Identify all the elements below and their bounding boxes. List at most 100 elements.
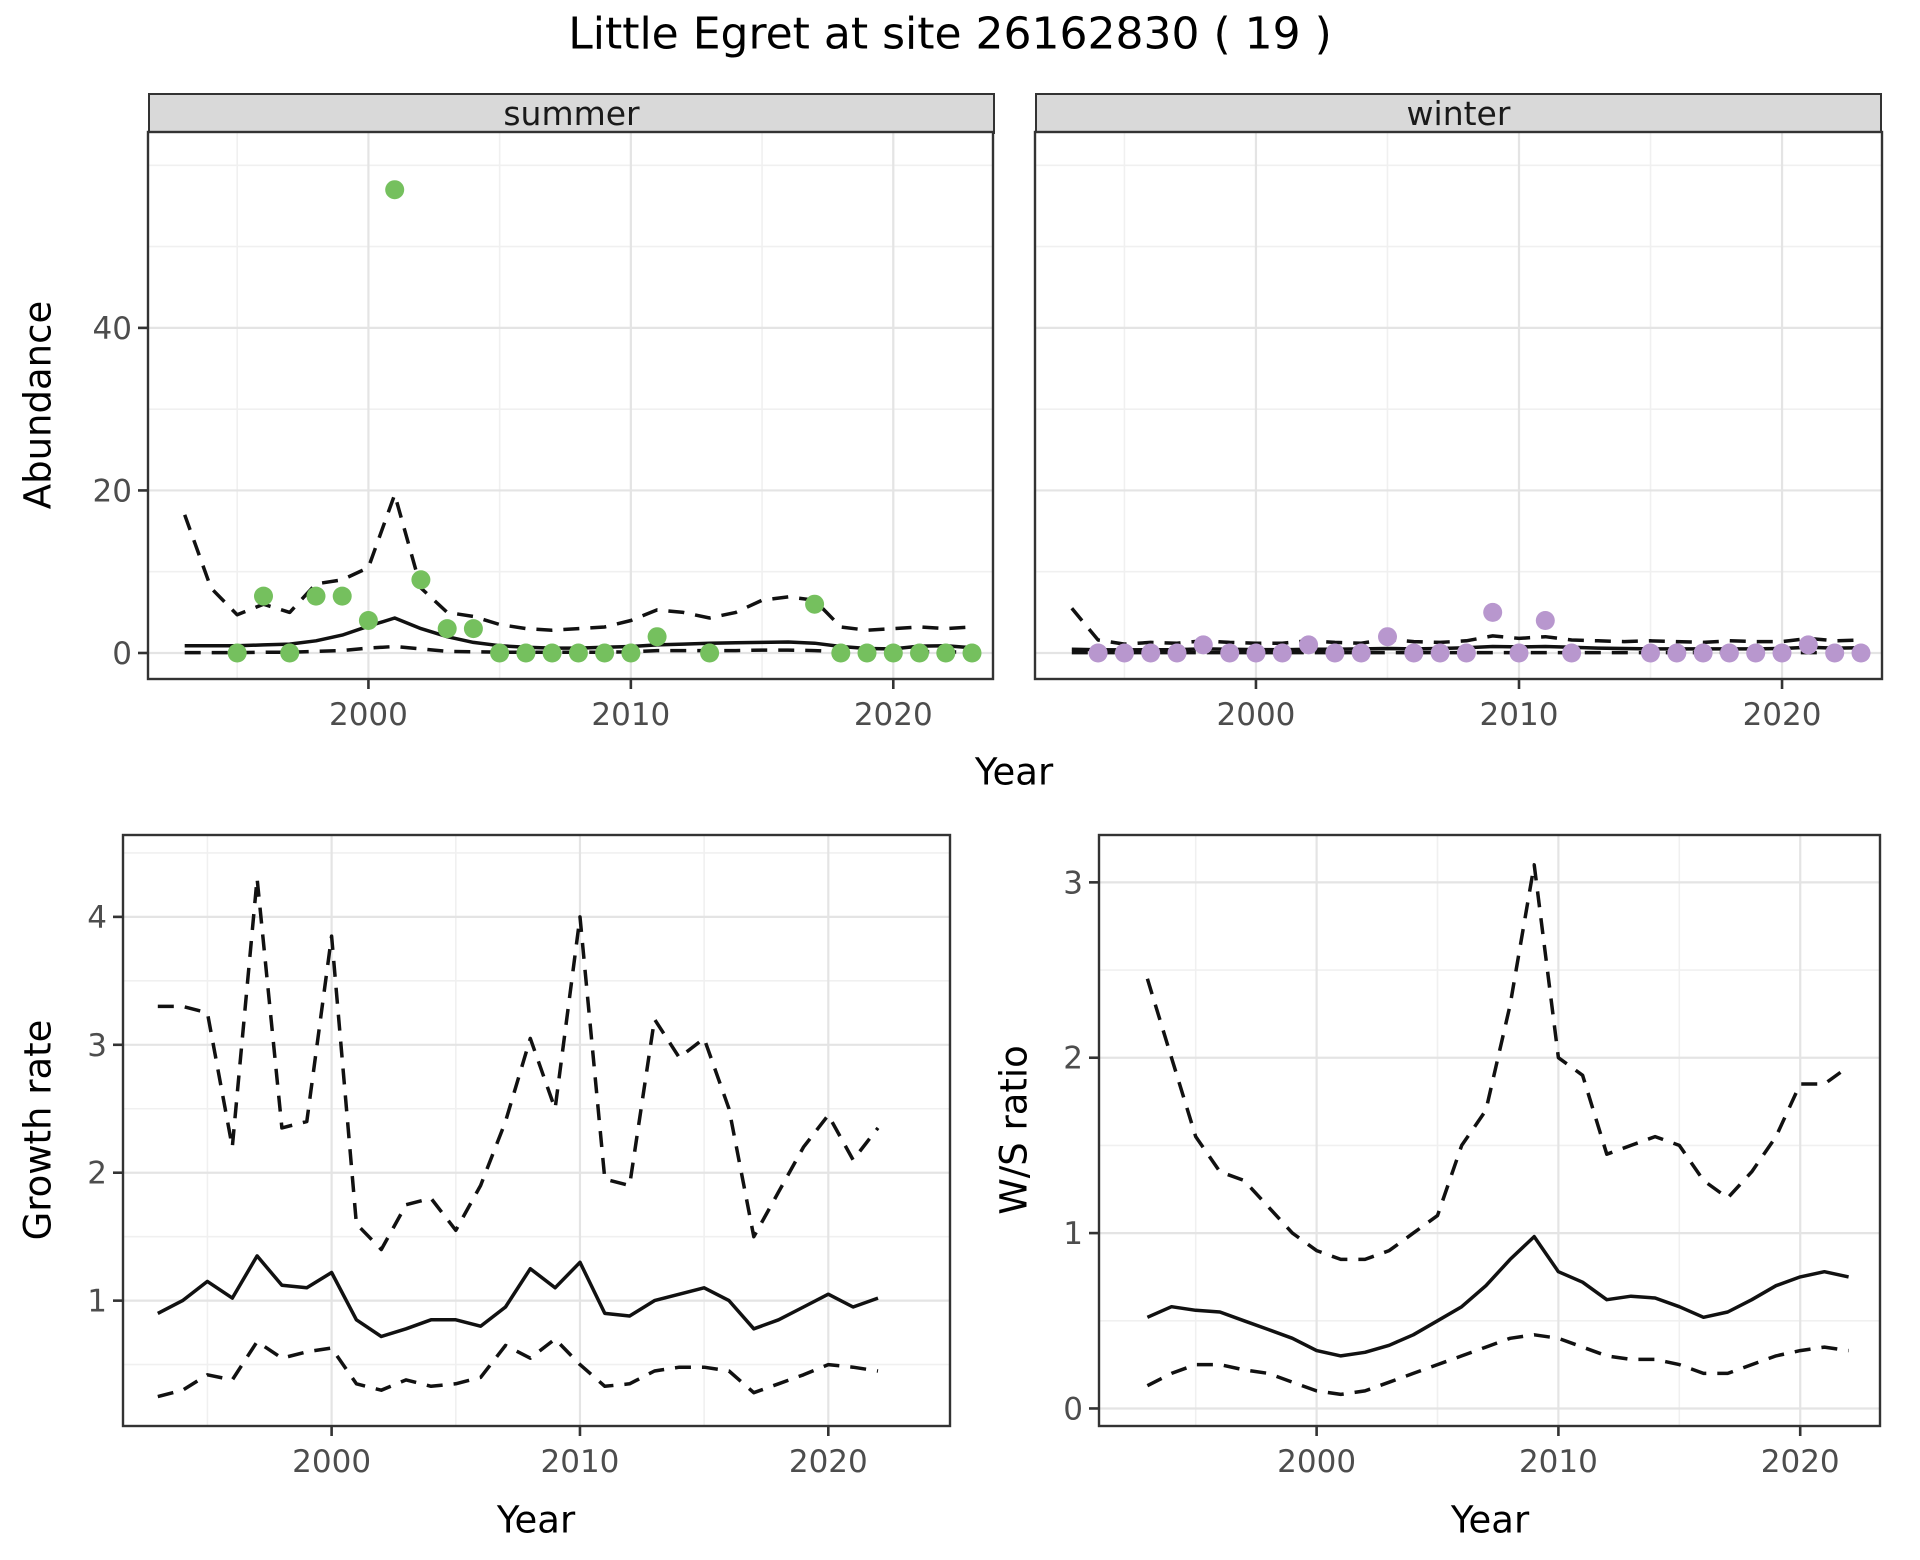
data-point	[1719, 643, 1739, 663]
data-point	[805, 594, 825, 614]
data-point	[568, 643, 588, 663]
data-point	[1667, 643, 1687, 663]
data-point	[1483, 602, 1503, 622]
x-tick-label: 2000	[292, 1444, 371, 1480]
lower-ci-dashed-line	[1146, 1333, 1849, 1397]
data-point	[1404, 643, 1424, 663]
growth-rate-panel: 2000 2010 2020 1 2 3 4	[87, 833, 952, 1480]
data-point	[1141, 643, 1161, 663]
ws-ratio-y-axis-title: W/S ratio	[992, 1045, 1036, 1215]
ws-ratio-x-axis-title: Year	[1450, 1498, 1530, 1542]
top-row-x-axis-title: Year	[974, 750, 1054, 794]
data-point	[1167, 643, 1187, 663]
panel-border	[146, 130, 995, 681]
data-point	[306, 586, 326, 606]
panel-border	[121, 833, 952, 1428]
data-point	[1325, 643, 1345, 663]
fitted-trend-line	[1146, 1234, 1849, 1358]
facet-strip-summer: summer	[148, 93, 995, 134]
facet-strip-summer-label: summer	[503, 94, 640, 133]
data-point	[254, 586, 273, 606]
growth-rate-y-axis-title: Growth rate	[16, 1019, 60, 1241]
data-point	[1798, 635, 1818, 655]
x-tick-label: 2020	[1761, 1444, 1840, 1480]
x-tick-label: 2000	[1277, 1444, 1356, 1480]
y-tick-label: 1	[1063, 1216, 1083, 1252]
data-point	[883, 643, 903, 663]
upper-ci-dashed-line	[183, 492, 973, 632]
data-point	[700, 643, 720, 663]
data-point	[280, 643, 300, 663]
data-point	[411, 570, 431, 590]
x-tick-label: 2020	[854, 697, 933, 733]
data-point	[1535, 611, 1555, 630]
data-point	[1246, 643, 1266, 663]
data-point	[1562, 643, 1582, 663]
data-point	[490, 643, 510, 663]
abundance-y-axis-title: Abundance	[16, 300, 60, 510]
chart-title: Little Egret at site 26162830 ( 19 )	[568, 8, 1332, 60]
data-point	[358, 611, 378, 630]
y-tick-label: 2	[1063, 1041, 1083, 1077]
data-point	[910, 643, 929, 663]
data-point	[1641, 643, 1660, 663]
x-tick-label: 2020	[1743, 697, 1822, 733]
data-point	[542, 643, 562, 663]
x-tick-label: 2010	[1480, 697, 1559, 733]
ws-ratio-panel: 2000 2010 2020 0 1 2 3	[1063, 833, 1882, 1480]
data-point	[831, 643, 851, 663]
upper-ci-dashed-line	[1145, 863, 1850, 1262]
data-point	[647, 627, 667, 647]
y-tick-label: 0	[1063, 1391, 1083, 1427]
panel-border	[1033, 130, 1884, 681]
data-point	[1272, 643, 1292, 663]
data-point	[621, 643, 641, 663]
x-tick-label: 2000	[329, 697, 408, 733]
winter-abundance-panel: 2000 2010 2020	[1033, 130, 1884, 733]
fitted-trend-line	[156, 1254, 879, 1339]
data-point	[463, 619, 483, 639]
data-point	[1114, 643, 1134, 663]
data-point	[385, 180, 405, 200]
x-tick-label: 2010	[1519, 1444, 1598, 1480]
data-point	[1851, 643, 1871, 663]
facet-strip-winter-label: winter	[1406, 94, 1511, 133]
y-tick-label: 1	[87, 1284, 107, 1320]
data-point	[1772, 643, 1792, 663]
data-point	[1351, 643, 1371, 663]
data-point	[1693, 643, 1713, 663]
y-tick-label: 20	[93, 473, 132, 509]
panel-border	[1097, 833, 1882, 1428]
data-point	[595, 643, 615, 663]
data-point	[227, 643, 247, 663]
data-point	[1299, 635, 1319, 655]
summer-abundance-panel: 2000 2010 2020 0 20 40	[93, 130, 995, 733]
x-tick-label: 2000	[1217, 697, 1296, 733]
upper-ci-dashed-line	[157, 876, 880, 1252]
x-tick-label: 2010	[541, 1444, 620, 1480]
y-tick-label: 3	[1063, 865, 1083, 901]
data-point	[1509, 643, 1529, 663]
data-point	[1378, 627, 1397, 647]
y-tick-label: 40	[93, 311, 132, 347]
data-point	[962, 643, 982, 663]
y-tick-label: 4	[87, 900, 107, 936]
data-point	[1825, 643, 1845, 663]
data-point	[1220, 643, 1240, 663]
growth-rate-x-axis-title: Year	[496, 1498, 576, 1542]
data-point	[1430, 643, 1450, 663]
data-point	[857, 643, 877, 663]
lower-ci-dashed-line	[157, 1337, 879, 1399]
x-tick-label: 2020	[789, 1444, 868, 1480]
data-point	[332, 586, 352, 606]
y-tick-label: 3	[87, 1028, 107, 1064]
y-tick-label: 0	[112, 636, 132, 672]
y-tick-label: 2	[87, 1156, 107, 1192]
data-point	[1746, 643, 1766, 663]
facet-strip-winter: winter	[1035, 93, 1882, 134]
data-point	[1193, 635, 1213, 655]
data-point	[516, 643, 536, 663]
data-point	[1456, 643, 1476, 663]
data-point	[936, 643, 956, 663]
